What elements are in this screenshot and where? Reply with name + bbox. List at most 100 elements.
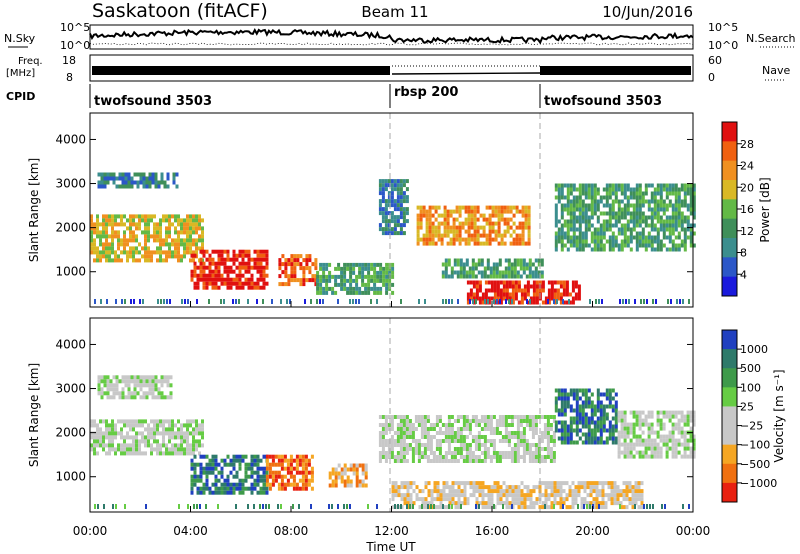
velocity-cell — [136, 375, 140, 380]
power-cell — [674, 195, 678, 200]
velocity-cell — [572, 408, 576, 413]
velocity-cell — [486, 419, 490, 423]
power-cell — [452, 241, 456, 246]
velocity-cell — [613, 493, 617, 498]
velocity-cell — [190, 458, 194, 463]
power-cell — [399, 195, 403, 200]
power-cell — [112, 180, 116, 185]
power-cell — [525, 274, 529, 279]
power-cell — [111, 218, 114, 223]
power-cell — [90, 238, 93, 243]
velocity-cell — [472, 485, 476, 490]
power-ground-cell — [508, 299, 510, 304]
velocity-cell — [162, 423, 165, 428]
power-cell — [103, 176, 107, 181]
velocity-cell — [298, 462, 302, 467]
velocity-cell — [659, 410, 663, 415]
power-cell — [114, 234, 117, 239]
velocity-cell — [463, 501, 467, 506]
power-cell — [302, 282, 306, 287]
velocity-cell — [590, 432, 594, 437]
velocity-cell — [378, 459, 382, 463]
power-cell — [117, 242, 120, 247]
velocity-cell — [686, 418, 690, 423]
power-cell — [524, 241, 528, 246]
velocity-cell — [438, 459, 442, 463]
power-cell — [547, 288, 551, 293]
power-cell — [578, 207, 582, 212]
power-cell — [437, 225, 441, 230]
velocity-cell — [686, 438, 690, 443]
power-cell — [189, 246, 192, 251]
power-cell — [387, 231, 391, 236]
power-cell — [235, 285, 239, 290]
power-cell — [147, 222, 150, 227]
power-cell — [355, 290, 359, 295]
velocity-cell — [629, 426, 633, 431]
power-cell — [135, 238, 138, 243]
power-cell — [467, 213, 471, 218]
power-cell — [471, 266, 475, 271]
velocity-cell — [584, 424, 588, 429]
power-cell — [692, 211, 696, 216]
velocity-cell — [596, 436, 600, 441]
power-cell — [340, 266, 344, 271]
power-cell — [488, 221, 492, 226]
velocity-cell — [390, 439, 394, 443]
power-cell — [577, 284, 581, 289]
power-cell — [177, 250, 180, 255]
velocity-ground-cell — [277, 504, 279, 509]
velocity-cell — [554, 388, 558, 393]
velocity-cell — [546, 447, 550, 451]
power-cell — [177, 254, 180, 259]
power-ground-cell — [370, 299, 372, 304]
power-cell — [541, 288, 545, 293]
velocity-cell — [450, 451, 454, 455]
power-cell — [659, 239, 663, 244]
velocity-cell — [304, 482, 308, 487]
velocity-cell — [337, 463, 341, 468]
power-cell — [331, 290, 335, 295]
velocity-cell — [148, 383, 152, 388]
power-cell — [105, 226, 108, 231]
velocity-cell — [456, 447, 460, 451]
power-cell — [166, 176, 170, 181]
velocity-ground-cell — [253, 504, 255, 509]
velocity-cell — [144, 451, 147, 456]
power-cell — [247, 261, 251, 266]
power-cell — [443, 221, 447, 226]
velocity-colorbar-swatch — [722, 406, 737, 427]
power-cell — [156, 234, 159, 239]
power-cell — [379, 290, 383, 295]
power-cell — [370, 262, 374, 267]
velocity-cell — [549, 459, 553, 463]
power-cell — [671, 211, 675, 216]
velocity-cell — [220, 486, 224, 491]
power-cell — [284, 274, 288, 279]
power-cell — [504, 274, 508, 279]
velocity-cell — [280, 466, 284, 471]
velocity-cell — [105, 443, 108, 448]
velocity-cell — [474, 423, 478, 427]
velocity-cell — [163, 395, 167, 400]
power-cell — [244, 253, 248, 258]
velocity-cell — [144, 439, 147, 444]
power-cell — [665, 203, 669, 208]
power-cell — [596, 235, 600, 240]
velocity-cell — [423, 451, 427, 455]
power-cell — [384, 203, 388, 208]
power-cell — [193, 285, 197, 290]
velocity-cell — [405, 435, 409, 439]
power-cell — [144, 226, 147, 231]
velocity-cell — [605, 392, 609, 397]
velocity-cell — [205, 486, 209, 491]
velocity-cell — [586, 481, 590, 486]
power-cell — [515, 209, 519, 214]
velocity-cell — [683, 430, 687, 435]
power-cell — [112, 176, 116, 181]
velocity-colorbar-swatch — [722, 330, 737, 350]
velocity-cell — [399, 447, 403, 451]
velocity-cell — [650, 410, 654, 415]
power-cell — [476, 217, 480, 222]
